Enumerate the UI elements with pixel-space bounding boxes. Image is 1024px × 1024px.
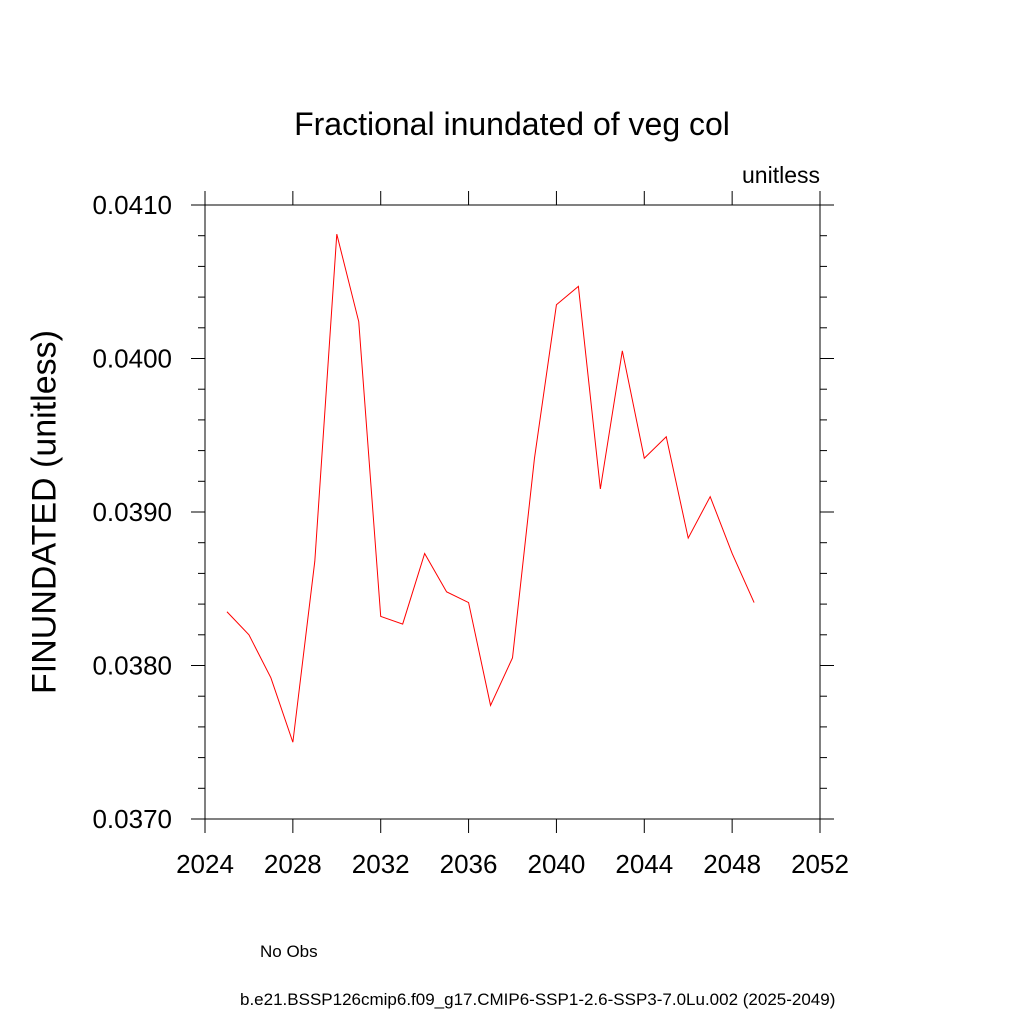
series-line bbox=[226, 234, 755, 743]
y-tick-label: 0.0400 bbox=[92, 344, 172, 374]
y-tick-label: 0.0370 bbox=[92, 804, 172, 834]
x-tick-label: 2024 bbox=[176, 849, 234, 879]
x-tick-label: 2052 bbox=[791, 849, 849, 879]
y-tick-label: 0.0380 bbox=[92, 651, 172, 681]
x-tick-label: 2028 bbox=[264, 849, 322, 879]
legend-item-simulation: b.e21.BSSP126cmip6.f09_g17.CMIP6-SSP1-2.… bbox=[108, 990, 835, 1010]
legend-label-simulation: b.e21.BSSP126cmip6.f09_g17.CMIP6-SSP1-2.… bbox=[240, 990, 836, 1009]
legend-label-no-obs: No Obs bbox=[260, 942, 318, 961]
chart-title: Fractional inundated of veg col bbox=[294, 106, 730, 142]
legend-item-no-obs: No Obs bbox=[108, 942, 318, 962]
x-tick-label: 2036 bbox=[440, 849, 498, 879]
x-tick-label: 2044 bbox=[615, 849, 673, 879]
x-tick-label: 2040 bbox=[528, 849, 586, 879]
plot-frame bbox=[204, 204, 821, 820]
units-label: unitless bbox=[742, 162, 820, 188]
y-tick-label: 0.0410 bbox=[92, 190, 172, 220]
x-tick-label: 2032 bbox=[352, 849, 410, 879]
x-tick-label: 2048 bbox=[703, 849, 761, 879]
y-tick-label: 0.0390 bbox=[92, 497, 172, 527]
